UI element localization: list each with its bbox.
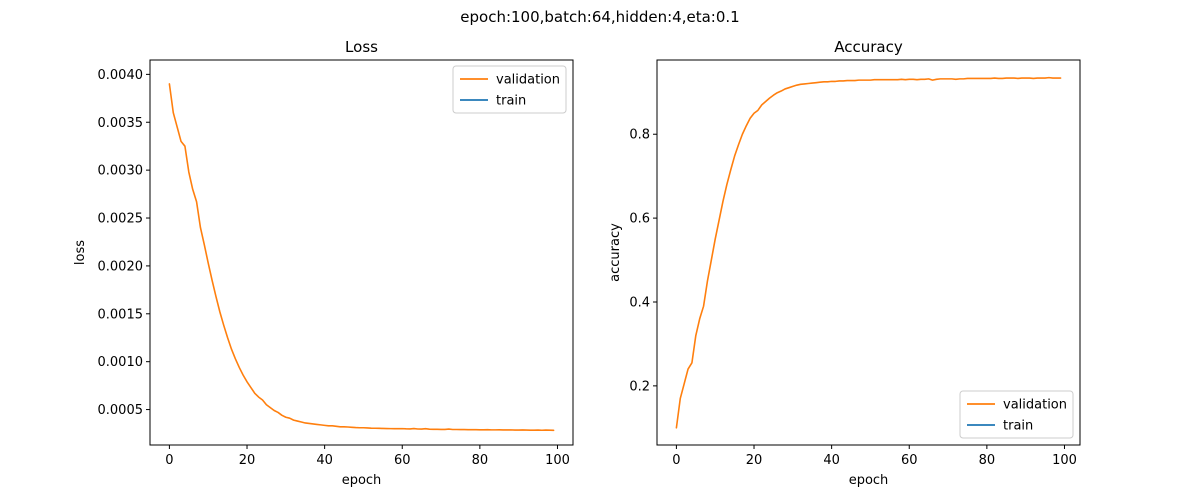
loss-axes-frame xyxy=(149,59,574,446)
loss-title: Loss xyxy=(345,38,378,56)
accuracy-ylabel: accuracy xyxy=(608,223,623,282)
loss-ylabel: loss xyxy=(73,240,88,265)
loss-ytick-label: 0.0035 xyxy=(98,116,144,131)
loss-ytick-label: 0.0020 xyxy=(98,259,144,274)
accuracy-ytick-label: 0.4 xyxy=(629,295,650,310)
accuracy-xtick-label: 40 xyxy=(823,453,840,468)
loss-series-validation xyxy=(168,83,555,432)
loss-xtick-label: 20 xyxy=(239,453,256,468)
figure-suptitle: epoch:100,batch:64,hidden:4,eta:0.1 xyxy=(460,8,739,26)
loss-legend-box xyxy=(452,65,567,114)
loss-legend-label-validation: validation xyxy=(496,73,560,88)
loss-ytick-label: 0.0040 xyxy=(98,68,144,83)
accuracy-legend-label-validation: validation xyxy=(1003,398,1067,413)
accuracy-series-validation xyxy=(675,76,1062,429)
accuracy-xtick-label: 100 xyxy=(1052,453,1077,468)
loss-panel: Loss 0 20 40 60 80 100 0.0005 0.0010 0.0015 0.0020… xyxy=(73,38,574,488)
accuracy-panel: Accuracy 0 20 40 60 80 100 0.2 0.4 0.6 0.8 epoch acc… xyxy=(608,38,1081,488)
accuracy-ytick-label: 0.6 xyxy=(629,212,650,227)
loss-ytick-label: 0.0025 xyxy=(98,212,144,227)
accuracy-ytick-label: 0.2 xyxy=(629,379,650,394)
accuracy-legend-label-train: train xyxy=(1003,419,1033,434)
accuracy-legend-box xyxy=(959,390,1074,439)
accuracy-axes-frame xyxy=(656,59,1081,446)
loss-xtick-label: 40 xyxy=(316,453,333,468)
accuracy-legend: validation train xyxy=(959,390,1074,439)
accuracy-xlabel: epoch xyxy=(849,473,889,488)
loss-ytick-label: 0.0030 xyxy=(98,164,144,179)
loss-ytick-label: 0.0015 xyxy=(98,307,144,322)
accuracy-ytick-label: 0.8 xyxy=(629,128,650,143)
accuracy-xtick-label: 0 xyxy=(672,453,680,468)
loss-xlabel: epoch xyxy=(342,473,382,488)
loss-xtick-label: 80 xyxy=(472,453,489,468)
loss-xtick-label: 0 xyxy=(165,453,173,468)
loss-legend: validation train xyxy=(452,65,567,114)
loss-legend-label-train: train xyxy=(496,94,526,109)
accuracy-xtick-label: 60 xyxy=(901,453,918,468)
accuracy-xtick-label: 20 xyxy=(746,453,763,468)
accuracy-title: Accuracy xyxy=(834,38,903,56)
accuracy-xtick-label: 80 xyxy=(979,453,996,468)
loss-ytick-label: 0.0005 xyxy=(98,403,144,418)
loss-xtick-label: 60 xyxy=(394,453,411,468)
loss-ytick-label: 0.0010 xyxy=(98,355,144,370)
loss-xtick-label: 100 xyxy=(545,453,570,468)
